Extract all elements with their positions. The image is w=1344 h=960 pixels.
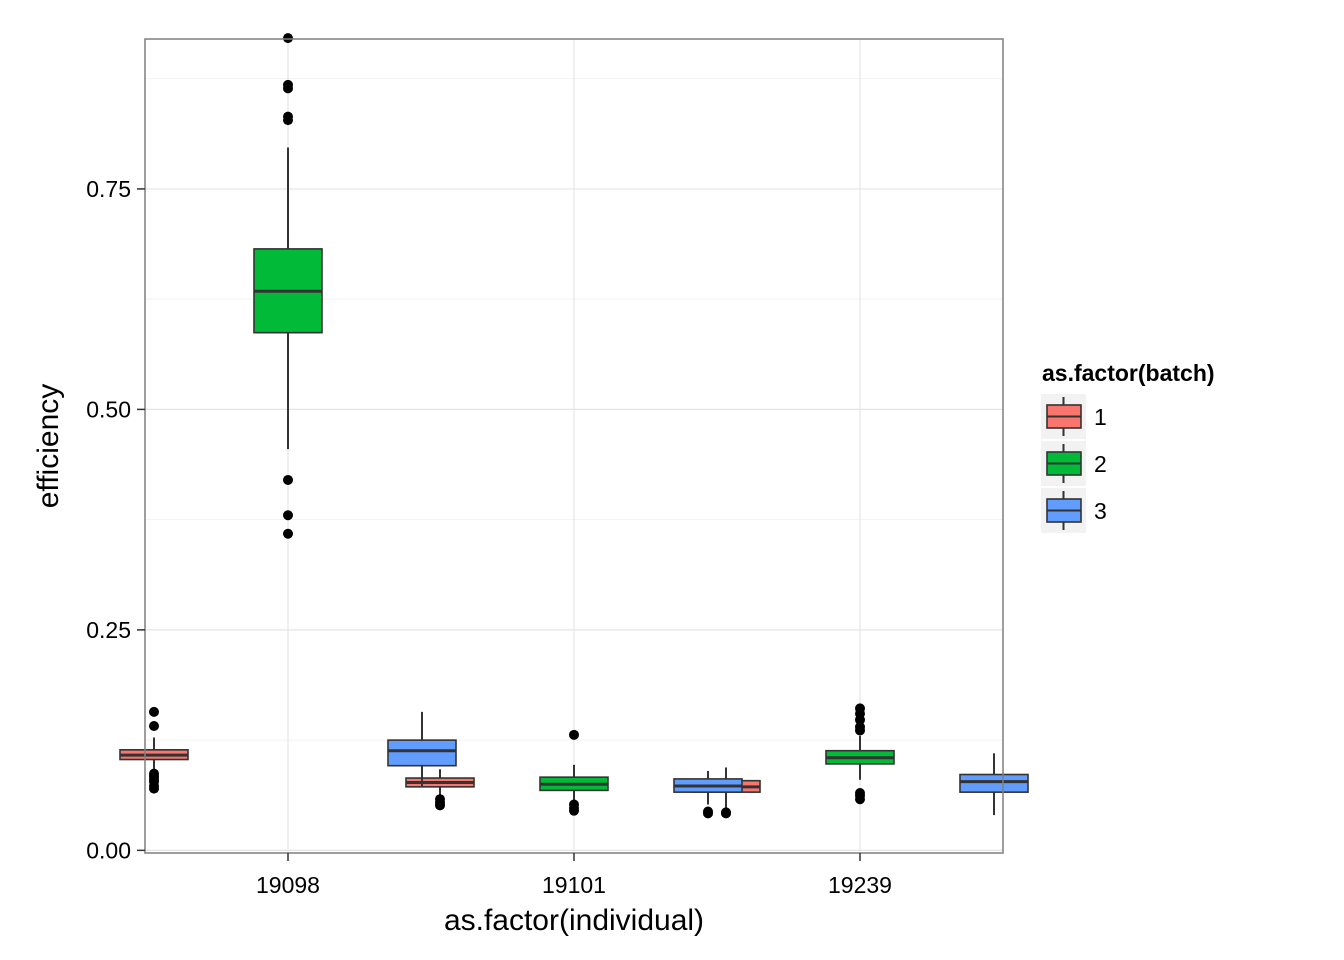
- boxplot-19101-batch-2: [539, 729, 609, 816]
- y-tick-label: 0.50: [86, 396, 131, 422]
- outlier-point: [283, 474, 293, 485]
- outlier-point: [855, 725, 865, 736]
- boxplots: [119, 33, 1029, 819]
- series-batch-2: [253, 33, 895, 816]
- outlier-point: [283, 510, 293, 521]
- legend-key-2: [1039, 439, 1088, 488]
- outlier-point: [855, 714, 865, 725]
- legend-label-3: 3: [1094, 498, 1107, 524]
- boxplot-19101-batch-3: [673, 770, 743, 819]
- outlier-point: [149, 783, 159, 794]
- box: [387, 739, 457, 767]
- x-axis-title: as.factor(individual): [444, 904, 704, 937]
- boxplot-19098-batch-3: [387, 711, 457, 787]
- legend-title: as.factor(batch): [1042, 360, 1215, 386]
- y-tick-label: 0.25: [86, 617, 131, 643]
- x-tick-label: 19239: [828, 872, 892, 898]
- boxplot-19098-batch-2: [253, 33, 323, 539]
- legend-label-2: 2: [1094, 451, 1107, 477]
- outlier-point: [569, 729, 579, 740]
- outlier-point: [283, 528, 293, 539]
- legend-key-1: [1039, 392, 1088, 441]
- x-tick-label: 19098: [256, 872, 320, 898]
- boxplot-19239-batch-2: [825, 703, 895, 805]
- y-axis-title: efficiency: [32, 384, 65, 509]
- x-tick-label: 19101: [542, 872, 606, 898]
- outlier-point: [283, 83, 293, 94]
- outlier-point: [569, 805, 579, 816]
- box: [959, 773, 1029, 793]
- outlier-point: [703, 808, 713, 819]
- outlier-point: [149, 721, 159, 732]
- outlier-point: [283, 33, 293, 44]
- legend-key-3: [1039, 486, 1088, 535]
- y-tick-label: 0.00: [86, 837, 131, 863]
- y-axis: 0.00 0.25 0.50 0.75: [86, 176, 145, 863]
- outlier-point: [283, 115, 293, 126]
- boxplot-19098-batch-1: [119, 706, 189, 794]
- outlier-point: [721, 808, 731, 819]
- outlier-point: [149, 706, 159, 717]
- boxplot-19239-batch-3: [959, 753, 1029, 816]
- x-axis: 19098 19101 19239: [256, 853, 892, 898]
- legend: as.factor(batch) 1 2 3: [1039, 360, 1215, 535]
- y-tick-label: 0.75: [86, 176, 131, 202]
- outlier-point: [855, 794, 865, 805]
- outlier-point: [435, 800, 445, 811]
- series-batch-3: [387, 711, 1029, 819]
- legend-label-1: 1: [1094, 404, 1107, 430]
